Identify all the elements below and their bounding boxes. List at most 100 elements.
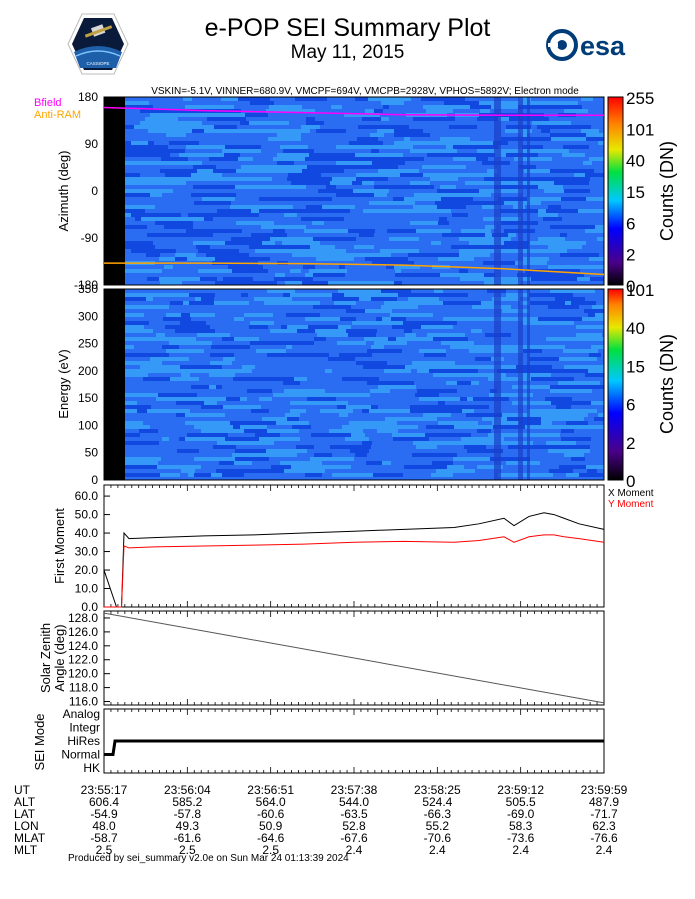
sei-mode-line [104,739,604,756]
sei-mode-x-ticks [103,709,605,773]
solar-zenith-line [103,612,605,704]
ephemeris-cell: 58.3 [509,819,533,833]
ephemeris-cell: -64.6 [257,831,285,845]
sei-mode-ytick-label: HK [83,761,100,775]
ephemeris-cell: -60.6 [257,807,285,821]
ephemeris-cell: -63.5 [340,807,368,821]
ephemeris-cell: 23:55:17 [81,783,128,797]
ephemeris-cell: 55.2 [426,819,450,833]
ephemeris-cell: 606.4 [89,795,119,809]
x-moment-line [103,512,605,608]
ephemeris-cell: -76.6 [590,831,618,845]
energy-ytick-label: 150 [78,391,98,405]
azimuth-cbar-tick-label: 15 [626,183,645,202]
antiram-legend: Anti-RAM [34,109,81,121]
ephemeris-cell: 23:59:59 [581,783,628,797]
first-moment-ylabel: First Moment [52,508,67,584]
solar-zenith-ytick-label: 120.0 [68,667,98,681]
solar-zenith-x-ticks [103,611,605,705]
energy-colorbar [607,288,624,481]
footer-credit: Produced by sei_summary v2.0e on Sun Mar… [68,853,349,864]
plot-date: May 11, 2015 [290,42,405,63]
y-moment-line [104,534,605,608]
sei-mode-ytick-label: Normal [61,748,100,762]
antiram-line [104,262,605,276]
bfield-line [103,106,604,117]
ephemeris-row-label: MLT [14,843,38,857]
esa-logo-text: esa [580,31,626,61]
ephemeris-cell: 487.9 [589,795,619,809]
ephemeris-cell: 62.3 [592,819,616,833]
ephemeris-cell: -54.9 [90,807,118,821]
energy-ytick-label: 300 [78,309,98,323]
solar-zenith-ytick-label: 126.0 [68,625,98,639]
first-moment-panel: 60.0 50.0 40.0 30.0 20.0 10.0 0.0 X Moment Y M… [52,484,654,614]
ephemeris-cell: 23:59:12 [497,783,544,797]
ephemeris-cell: 2.5 [262,843,279,857]
instrument-settings: VSKIN=-5.1V, VINNER=680.9V, VMCPF=694V, … [151,86,579,97]
ephemeris-cell: -67.6 [340,831,368,845]
azimuth-cbar-tick-label: 40 [626,152,645,171]
ephemeris-cell: -66.3 [424,807,452,821]
esa-logo: esa [546,29,626,61]
first-moment-ytick-label: 30.0 [75,545,99,559]
first-moment-ytick-label: 40.0 [75,526,99,540]
ephemeris-cell: 23:56:51 [247,783,294,797]
ephemeris-cell: -70.6 [424,831,452,845]
energy-cbar-tick-label: 101 [626,281,654,300]
sei-mode-ytick-label: Integr [69,721,100,735]
ephemeris-cell: 23:56:04 [164,783,211,797]
azimuth-ylabel: Azimuth (deg) [56,151,71,232]
first-moment-x-ticks [103,485,605,607]
ephemeris-cell: -73.6 [507,831,535,845]
ephemeris-cell: 2.4 [346,843,363,857]
cassiope-logo-text: CASSIOPE [86,61,109,66]
sei-mode-ytick-label: HiRes [67,734,100,748]
ephemeris-cell: -58.7 [90,831,118,845]
azimuth-colorbar [607,96,624,286]
first-moment-y-ticks: 60.0 50.0 40.0 30.0 20.0 10.0 0.0 [75,489,110,614]
azimuth-ytick-label: -180 [74,278,98,292]
first-moment-ytick-label: 50.0 [75,508,99,522]
solar-zenith-ylabel-2: Angle (deg) [52,624,67,691]
bfield-legend: Bfield [34,97,62,109]
energy-frame [103,288,605,481]
ephemeris-cell: 23:58:25 [414,783,461,797]
azimuth-cbar-tick-label: 2 [626,246,635,265]
ephemeris-row-label: LON [14,819,39,833]
ephemeris-cell: -71.7 [590,807,618,821]
ephemeris-cell: 49.3 [176,819,200,833]
ephemeris-cell: -57.8 [174,807,202,821]
energy-ytick-label: 350 [78,282,98,296]
ephemeris-cell: 50.9 [259,819,283,833]
energy-cbar-tick-label: 0 [626,472,635,491]
energy-ytick-label: 200 [78,364,98,378]
energy-cbar-tick-label: 40 [626,319,645,338]
energy-cbar-tick-label: 15 [626,357,645,376]
ephemeris-cell: 23:57:38 [331,783,378,797]
azimuth-colorbar-ticks: 255 101 40 15 6 2 0 [626,89,654,296]
first-moment-ytick-label: 0.0 [81,600,98,614]
azimuth-ytick-label: 90 [85,137,99,151]
energy-ylabel: Energy (eV) [56,349,71,418]
ephemeris-cell: 2.4 [596,843,613,857]
energy-data-gap [104,289,125,480]
energy-ytick-label: 0 [91,473,98,487]
ephemeris-row-label: UT [14,783,31,797]
energy-colorbar-ticks: 101 40 15 6 2 0 [626,281,654,491]
energy-colorbar-label: Counts (DN) [657,334,677,434]
first-moment-ytick-label: 20.0 [75,563,99,577]
ephemeris-cell: 505.5 [506,795,536,809]
solar-zenith-ytick-label: 116.0 [69,695,98,709]
ephemeris-cell: 564.0 [256,795,286,809]
azimuth-cbar-tick-label: 101 [626,120,654,139]
azimuth-ytick-label: -90 [81,231,99,245]
y-moment-legend: Y Moment [608,499,654,510]
azimuth-cbar-tick-label: 6 [626,214,635,233]
ephemeris-row-label: LAT [14,807,36,821]
